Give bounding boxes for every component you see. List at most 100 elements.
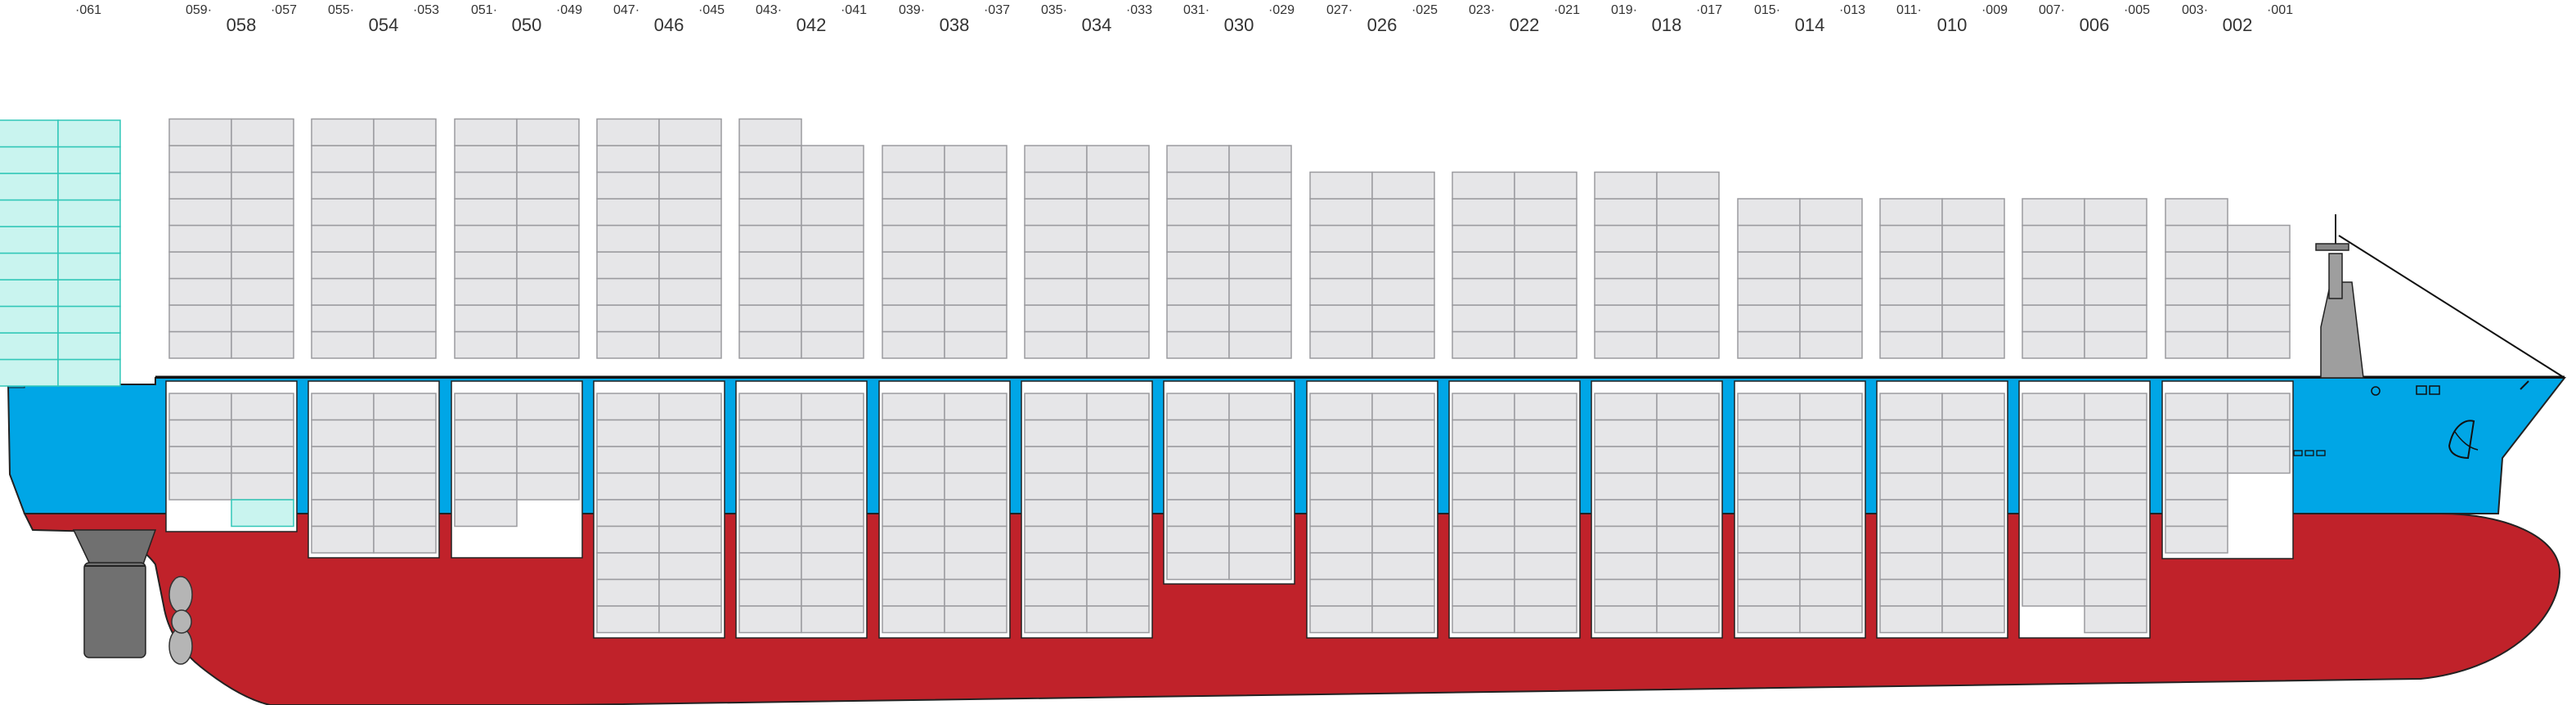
- container: [2227, 251, 2291, 280]
- container: [1941, 472, 2005, 501]
- container: [1452, 419, 1515, 447]
- container: [1086, 472, 1150, 501]
- reefer-container: [57, 119, 121, 148]
- container: [311, 472, 375, 501]
- container: [1656, 393, 1720, 421]
- container: [2022, 277, 2085, 306]
- bay-label-030: 031· 030 ·029: [1183, 0, 1295, 38]
- container: [596, 472, 660, 501]
- container: [1941, 330, 2005, 359]
- hull-vent: [2293, 450, 2303, 456]
- container: [1309, 277, 1373, 306]
- container: [1941, 605, 2005, 634]
- container: [738, 472, 802, 501]
- container: [311, 277, 375, 306]
- reefer-container: [0, 332, 59, 361]
- container: [1514, 393, 1577, 421]
- forestay: [2338, 235, 2565, 379]
- container: [516, 330, 580, 359]
- container: [1514, 552, 1577, 581]
- container: [1594, 277, 1658, 306]
- container: [1166, 472, 1230, 501]
- container: [1309, 578, 1373, 607]
- container: [168, 198, 232, 227]
- container: [2227, 330, 2291, 359]
- container: [596, 251, 660, 280]
- container: [1452, 472, 1515, 501]
- container: [373, 393, 437, 421]
- container: [516, 171, 580, 200]
- container: [454, 198, 518, 227]
- bay-sub-left: 019·: [1611, 3, 1638, 17]
- container: [454, 419, 518, 447]
- container: [1656, 224, 1720, 253]
- reefer-container: [57, 358, 121, 387]
- container: [596, 419, 660, 447]
- container: [1228, 393, 1292, 421]
- container: [1228, 472, 1292, 501]
- container: [738, 277, 802, 306]
- container: [1024, 330, 1088, 359]
- container: [1656, 198, 1720, 227]
- container: [1371, 419, 1435, 447]
- container: [1514, 525, 1577, 554]
- bay-main: 030: [1223, 15, 1254, 35]
- container: [801, 472, 864, 501]
- container: [801, 198, 864, 227]
- reefer-container: [57, 146, 121, 174]
- container: [738, 330, 802, 359]
- container: [1737, 277, 1801, 306]
- container: [1879, 393, 1943, 421]
- container: [231, 118, 294, 146]
- container: [1656, 251, 1720, 280]
- container: [1799, 605, 1863, 634]
- container: [2022, 330, 2085, 359]
- container: [1941, 251, 2005, 280]
- container: [1166, 446, 1230, 474]
- bay-label-034: 035· 034 ·033: [1041, 0, 1152, 38]
- bay-sub-left: 035·: [1041, 3, 1068, 17]
- container: [2022, 198, 2085, 227]
- container: [373, 472, 437, 501]
- bay-main: 038: [939, 15, 970, 35]
- container: [1371, 171, 1435, 200]
- container: [516, 393, 580, 421]
- reefer-container: [0, 252, 59, 281]
- container: [454, 145, 518, 173]
- container: [1514, 605, 1577, 634]
- container: [1594, 171, 1658, 200]
- container: [738, 552, 802, 581]
- container: [2022, 304, 2085, 333]
- container: [168, 118, 232, 146]
- container: [2084, 472, 2147, 501]
- bay-sub-left: 015·: [1754, 3, 1781, 17]
- reefer-container: [0, 146, 59, 174]
- container: [882, 472, 945, 501]
- bay-sub-right: ·009: [1981, 3, 2008, 17]
- container: [1371, 472, 1435, 501]
- container: [882, 552, 945, 581]
- container: [944, 171, 1008, 200]
- container: [738, 304, 802, 333]
- container: [944, 578, 1008, 607]
- container: [1737, 552, 1801, 581]
- container: [1309, 251, 1373, 280]
- container: [2022, 472, 2085, 501]
- container: [1166, 330, 1230, 359]
- container: [1166, 552, 1230, 581]
- container: [1309, 304, 1373, 333]
- container: [454, 472, 518, 501]
- reefer-container: [0, 199, 59, 227]
- bay-main: 042: [796, 15, 827, 35]
- star-emblem-icon: [2371, 386, 2381, 396]
- container: [1228, 419, 1292, 447]
- bay-sub-right: ·049: [555, 3, 582, 17]
- container: [1228, 198, 1292, 227]
- container: [738, 224, 802, 253]
- container: [373, 118, 437, 146]
- container: [882, 419, 945, 447]
- container: [596, 145, 660, 173]
- container: [596, 171, 660, 200]
- container: [1166, 171, 1230, 200]
